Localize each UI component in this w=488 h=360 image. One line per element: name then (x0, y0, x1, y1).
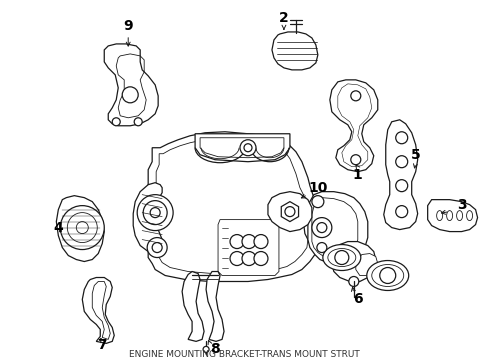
Polygon shape (383, 120, 417, 230)
Text: 10: 10 (307, 181, 327, 195)
Circle shape (316, 243, 326, 253)
Circle shape (240, 140, 255, 156)
Circle shape (137, 195, 173, 231)
Circle shape (395, 180, 407, 192)
Circle shape (67, 213, 97, 243)
Polygon shape (331, 242, 375, 282)
Text: ENGINE MOUNTING BRACKET-TRANS MOUNT STRUT: ENGINE MOUNTING BRACKET-TRANS MOUNT STRU… (128, 350, 359, 359)
Polygon shape (148, 132, 345, 282)
Ellipse shape (456, 211, 462, 221)
Circle shape (395, 156, 407, 168)
Ellipse shape (327, 248, 355, 266)
Text: 7: 7 (97, 338, 107, 352)
Circle shape (152, 243, 162, 253)
Text: 8: 8 (210, 342, 220, 356)
Ellipse shape (436, 211, 442, 221)
Polygon shape (267, 192, 311, 231)
Circle shape (143, 201, 167, 225)
Text: 9: 9 (123, 19, 133, 33)
Circle shape (316, 222, 326, 233)
Circle shape (395, 132, 407, 144)
Text: 3: 3 (456, 198, 466, 212)
Circle shape (334, 251, 348, 265)
Ellipse shape (366, 261, 408, 291)
Polygon shape (307, 192, 367, 265)
Circle shape (350, 91, 360, 101)
Polygon shape (195, 134, 289, 162)
Text: 5: 5 (410, 148, 420, 162)
Circle shape (134, 118, 142, 126)
Circle shape (350, 155, 360, 165)
Ellipse shape (322, 244, 360, 270)
Text: 4: 4 (53, 221, 63, 235)
Polygon shape (281, 202, 298, 222)
Circle shape (60, 206, 104, 249)
Circle shape (122, 87, 138, 103)
Text: 2: 2 (279, 11, 288, 25)
Polygon shape (133, 183, 162, 256)
Circle shape (285, 207, 294, 217)
Circle shape (112, 118, 120, 126)
Circle shape (379, 267, 395, 283)
Text: 1: 1 (352, 168, 362, 182)
Circle shape (76, 222, 88, 234)
Circle shape (229, 252, 244, 266)
Circle shape (253, 235, 267, 248)
Circle shape (150, 208, 160, 217)
Circle shape (395, 206, 407, 217)
Polygon shape (182, 271, 203, 341)
Ellipse shape (466, 211, 471, 221)
Circle shape (147, 238, 167, 257)
Circle shape (244, 144, 251, 152)
Circle shape (311, 195, 323, 208)
Ellipse shape (371, 265, 403, 287)
Circle shape (253, 252, 267, 266)
Circle shape (242, 235, 255, 248)
Polygon shape (205, 271, 224, 341)
Text: 6: 6 (352, 292, 362, 306)
Circle shape (229, 235, 244, 248)
Circle shape (242, 252, 255, 266)
Ellipse shape (446, 211, 452, 221)
Circle shape (203, 346, 209, 352)
Circle shape (348, 276, 358, 287)
Polygon shape (271, 32, 317, 70)
Circle shape (311, 217, 331, 238)
Polygon shape (329, 80, 377, 172)
Polygon shape (104, 44, 158, 126)
Polygon shape (355, 253, 377, 275)
Polygon shape (427, 200, 477, 231)
Polygon shape (56, 195, 104, 261)
Polygon shape (303, 213, 341, 246)
Polygon shape (218, 220, 278, 275)
Polygon shape (82, 278, 114, 343)
